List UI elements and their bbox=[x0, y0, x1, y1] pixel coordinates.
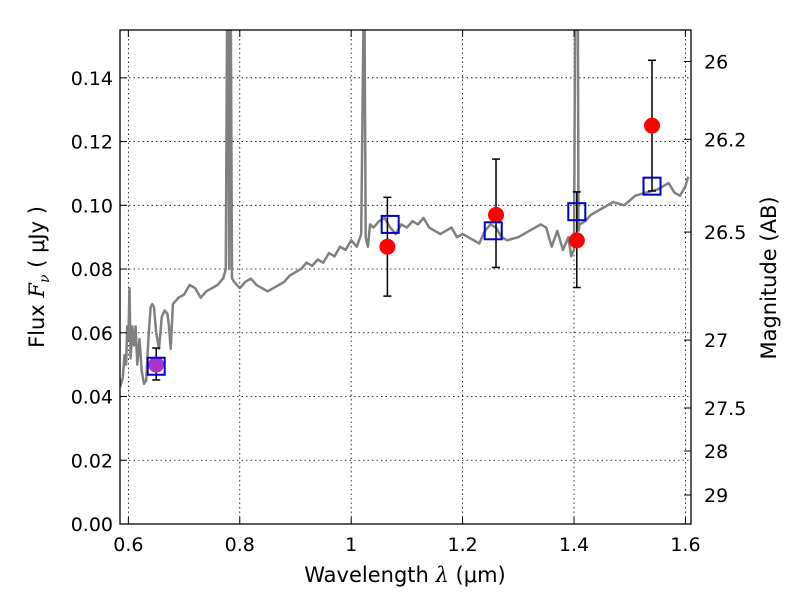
observed-point bbox=[488, 206, 505, 223]
right-axis-ticks: 26 26.2 26.5 27 27.5 28 29 bbox=[684, 52, 746, 507]
right-tick-label: 27.5 bbox=[704, 398, 746, 420]
observed-points bbox=[148, 117, 661, 373]
y-tick-label: 0.02 bbox=[71, 450, 113, 472]
y-tick-label: 0.06 bbox=[71, 323, 113, 345]
x-tick-label: 1 bbox=[345, 534, 357, 556]
observed-point bbox=[568, 232, 585, 249]
y-tick-label: 0.12 bbox=[71, 132, 113, 154]
right-tick-label: 26.5 bbox=[704, 222, 746, 244]
x-tick-label: 1.6 bbox=[670, 534, 700, 556]
x-tick-label: 1.2 bbox=[447, 534, 477, 556]
right-tick-label: 29 bbox=[704, 485, 728, 507]
x-tick-label: 0.6 bbox=[113, 534, 143, 556]
observed-point bbox=[148, 356, 165, 373]
model-photometry-square bbox=[642, 176, 662, 196]
y-axis-title: Flux Fν ( μJy ) bbox=[25, 206, 53, 348]
model-photometry-square bbox=[483, 221, 503, 241]
y-tick-label: 0.08 bbox=[71, 259, 113, 281]
right-tick-label: 26 bbox=[704, 52, 728, 74]
model-photometry-square bbox=[567, 202, 587, 222]
y-tick-label: 0.14 bbox=[71, 68, 113, 90]
observed-point bbox=[644, 117, 661, 134]
x-tick-label: 0.8 bbox=[225, 534, 255, 556]
x-tick-label: 1.4 bbox=[559, 534, 589, 556]
y-tick-label: 0.10 bbox=[71, 195, 113, 217]
observed-point bbox=[379, 238, 396, 255]
plot-frame bbox=[119, 29, 692, 525]
right-axis-title: Magnitude (AB) bbox=[757, 196, 781, 359]
right-tick-label: 27 bbox=[704, 330, 728, 352]
model-photometry-squares bbox=[146, 176, 662, 376]
right-tick-label: 28 bbox=[704, 441, 728, 463]
y-tick-label: 0.04 bbox=[71, 387, 113, 409]
plot-area-background bbox=[120, 30, 691, 524]
model-photometry-square bbox=[380, 214, 400, 234]
model-photometry-square bbox=[146, 356, 166, 376]
y-axis-ticks: 0.00 0.02 0.04 0.06 0.08 0.10 0.12 0.14 bbox=[71, 68, 127, 536]
right-tick-label: 26.2 bbox=[704, 129, 746, 151]
y-tick-label: 0.00 bbox=[71, 514, 113, 536]
x-axis-ticks: 0.6 0.8 1 1.2 1.4 1.6 bbox=[113, 30, 701, 556]
x-axis-title: Wavelength λ (μm) bbox=[304, 563, 505, 587]
